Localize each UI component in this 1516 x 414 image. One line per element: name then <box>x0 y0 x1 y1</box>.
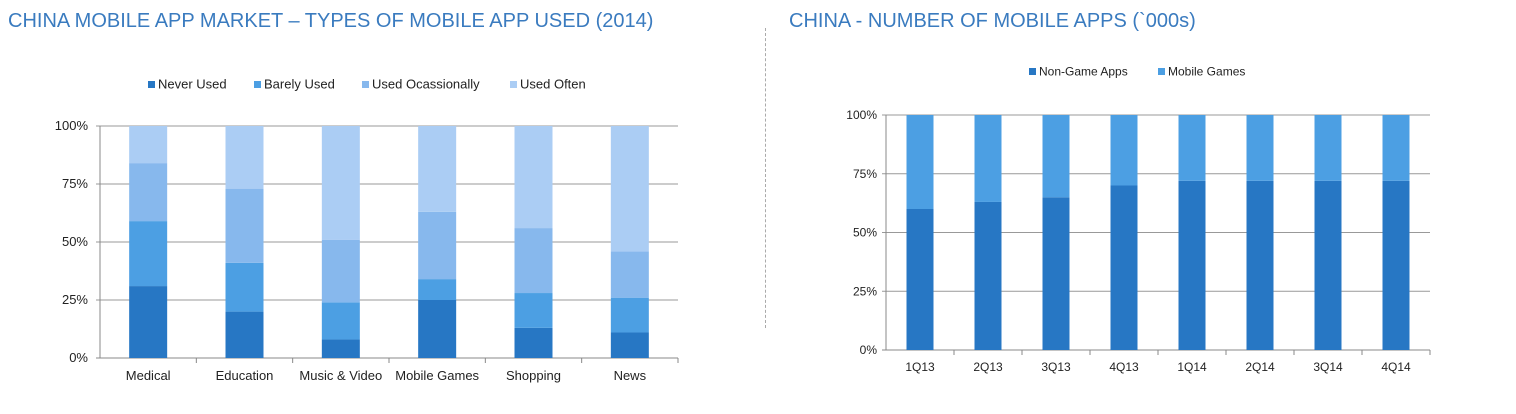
x-category-label: Medical <box>126 368 171 383</box>
bar-segment <box>1042 115 1070 198</box>
x-category-label: Mobile Games <box>395 368 479 383</box>
x-category-label: 4Q14 <box>1381 360 1411 374</box>
legend-label: Used Ocassionally <box>372 77 480 92</box>
bar-segment <box>418 211 457 280</box>
bar-segment <box>1178 115 1206 181</box>
legend-swatch <box>148 81 155 88</box>
legend-swatch <box>254 81 261 88</box>
bar-segment <box>610 126 649 252</box>
legend-swatch <box>362 81 369 88</box>
x-category-label: Education <box>216 368 274 383</box>
bar-segment <box>225 188 264 263</box>
y-tick-label: 25% <box>62 292 88 307</box>
bar-segment <box>1110 115 1138 186</box>
bar-segment <box>321 126 360 240</box>
y-tick-label: 100% <box>846 108 877 122</box>
bar-segment <box>514 228 553 294</box>
bar-segment <box>225 262 264 312</box>
bar-segment <box>974 115 1002 202</box>
legend-label: Mobile Games <box>1168 65 1245 79</box>
bar-segment <box>129 286 168 358</box>
bar-segment <box>418 126 457 212</box>
bar-segment <box>514 293 553 328</box>
legend-label: Non-Game Apps <box>1039 65 1128 79</box>
y-tick-label: 50% <box>853 226 877 240</box>
bar-segment <box>1314 180 1342 350</box>
bar-segment <box>418 279 457 300</box>
legend-label: Barely Used <box>264 77 335 92</box>
x-category-label: News <box>614 368 647 383</box>
bar-segment <box>514 327 553 358</box>
x-category-label: 2Q14 <box>1245 360 1275 374</box>
bar-segment <box>974 201 1002 350</box>
bar-segment <box>1178 180 1206 350</box>
bar-segment <box>1382 180 1410 350</box>
bar-segment <box>610 251 649 298</box>
bar-segment <box>321 339 360 358</box>
bar-segment <box>1246 180 1274 350</box>
bar-segment <box>418 300 457 358</box>
bar-segment <box>1042 197 1070 350</box>
bar-segment <box>514 126 553 229</box>
y-tick-label: 75% <box>853 167 877 181</box>
y-tick-label: 0% <box>69 350 88 365</box>
y-tick-label: 100% <box>55 118 89 133</box>
x-category-label: 3Q14 <box>1313 360 1343 374</box>
chart-title-app-usage: CHINA MOBILE APP MARKET – TYPES OF MOBIL… <box>8 10 654 32</box>
bar-segment <box>610 297 649 333</box>
legend-swatch <box>1158 68 1165 75</box>
panel-divider <box>765 28 766 328</box>
bar-segment <box>225 126 264 189</box>
bar-segment <box>906 115 934 209</box>
bar-segment <box>906 209 934 350</box>
bar-segment <box>129 163 168 222</box>
y-tick-label: 25% <box>853 284 877 298</box>
x-category-label: 1Q14 <box>1177 360 1207 374</box>
y-tick-label: 0% <box>860 343 878 357</box>
x-category-label: 4Q13 <box>1109 360 1139 374</box>
bar-segment <box>129 221 168 287</box>
bar-segment <box>1314 115 1342 181</box>
y-tick-label: 50% <box>62 234 88 249</box>
bar-segment <box>1110 185 1138 350</box>
x-category-label: 2Q13 <box>973 360 1003 374</box>
legend-swatch <box>510 81 517 88</box>
bar-segment <box>321 302 360 340</box>
legend-swatch <box>1029 68 1036 75</box>
y-tick-label: 75% <box>62 176 88 191</box>
x-category-label: Shopping <box>506 368 561 383</box>
legend-label: Never Used <box>158 77 227 92</box>
chart-title-number-of-apps: CHINA - NUMBER OF MOBILE APPS (`000s) <box>789 10 1196 32</box>
x-category-label: Music & Video <box>299 368 382 383</box>
bar-segment <box>610 332 649 358</box>
x-category-label: 1Q13 <box>905 360 935 374</box>
legend-label: Used Often <box>520 77 586 92</box>
bar-segment <box>321 239 360 303</box>
bar-segment <box>225 311 264 358</box>
x-category-label: 3Q13 <box>1041 360 1071 374</box>
bar-segment <box>1382 115 1410 181</box>
bar-segment <box>1246 115 1274 181</box>
bar-segment <box>129 126 168 164</box>
